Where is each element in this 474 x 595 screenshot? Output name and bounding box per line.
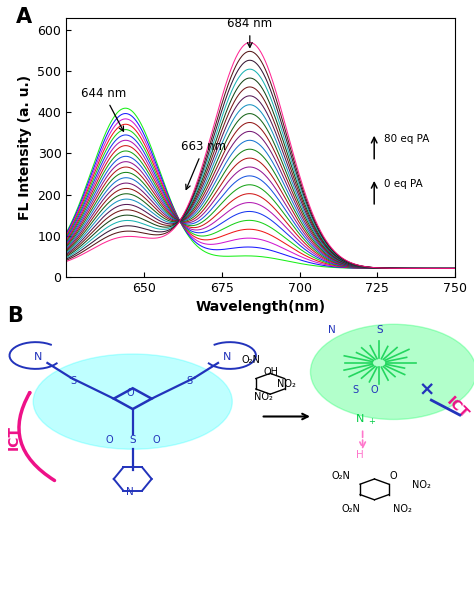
Text: O: O [105, 436, 113, 445]
Text: ×: × [419, 380, 435, 399]
Text: ICT: ICT [443, 394, 471, 421]
Text: O: O [371, 385, 378, 394]
Text: O: O [153, 436, 160, 445]
Ellipse shape [33, 354, 232, 449]
Text: S: S [187, 376, 192, 386]
Text: S: S [129, 436, 136, 445]
Text: N: N [34, 352, 42, 362]
Text: 684 nm: 684 nm [227, 17, 273, 48]
Text: N: N [127, 487, 134, 497]
Text: O: O [127, 389, 134, 398]
Text: NO₂: NO₂ [254, 392, 273, 402]
Text: N: N [223, 352, 232, 362]
Text: +: + [369, 417, 375, 426]
Y-axis label: FL Intensity (a. u.): FL Intensity (a. u.) [18, 75, 32, 220]
Text: 0 eq PA: 0 eq PA [383, 179, 422, 189]
Text: A: A [16, 8, 32, 27]
Text: O: O [390, 471, 397, 481]
Ellipse shape [310, 324, 474, 419]
Text: H: H [356, 450, 364, 460]
Text: NO₂: NO₂ [393, 504, 412, 513]
Text: OH: OH [263, 367, 278, 377]
Text: 80 eq PA: 80 eq PA [383, 134, 429, 144]
Text: NO₂: NO₂ [412, 480, 431, 490]
Text: S: S [376, 325, 383, 335]
FancyArrowPatch shape [19, 393, 55, 481]
Text: S: S [71, 376, 76, 386]
Text: 663 nm: 663 nm [182, 140, 227, 189]
Text: 644 nm: 644 nm [81, 87, 126, 131]
Text: O₂N: O₂N [242, 355, 261, 365]
Text: ICT: ICT [7, 425, 21, 450]
Text: N: N [356, 415, 365, 424]
Text: S: S [353, 385, 358, 394]
Text: NO₂: NO₂ [277, 379, 296, 389]
Text: O₂N: O₂N [332, 471, 351, 481]
Text: O₂N: O₂N [341, 504, 360, 513]
X-axis label: Wavelength(nm): Wavelength(nm) [196, 300, 326, 314]
Text: N: N [328, 325, 336, 335]
Text: B: B [7, 306, 23, 327]
